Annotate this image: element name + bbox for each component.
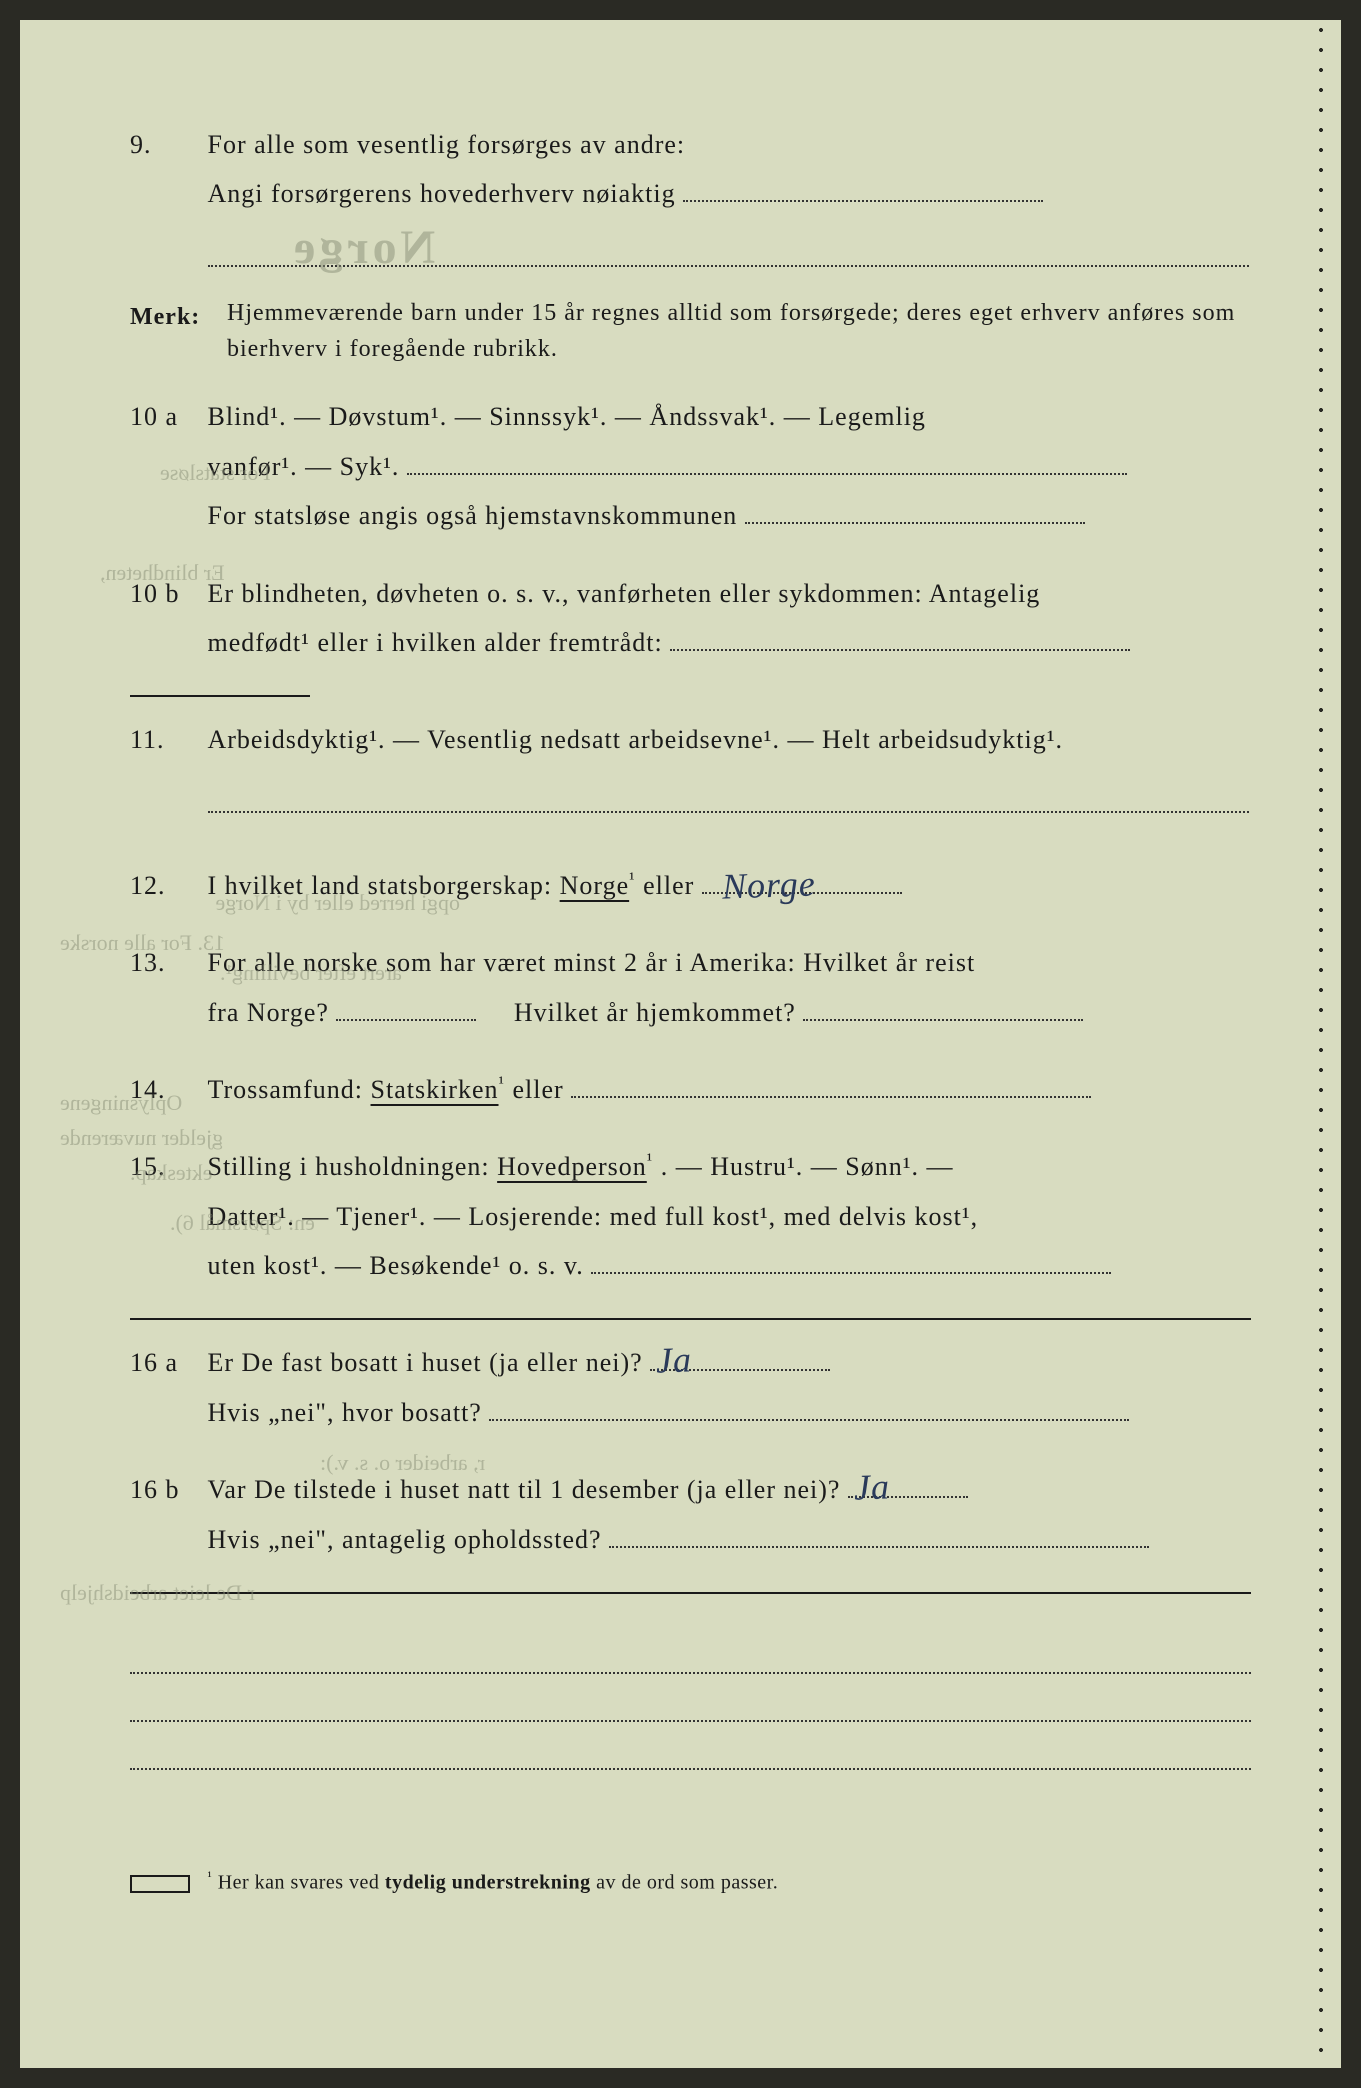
q15-body: Stilling i husholdningen: Hovedperson¹ .… xyxy=(208,1142,1249,1290)
footnote-text: Her kan svares ved tydelig understreknin… xyxy=(218,1872,779,1894)
q15-num: 15. xyxy=(130,1142,200,1191)
q13-text1: For alle norske som har været minst 2 år… xyxy=(208,948,976,977)
merk-text: Hjemmeværende barn under 15 år regnes al… xyxy=(227,295,1248,367)
census-form-page: Norge For statsløse Er blindheten, opgi … xyxy=(20,20,1341,2068)
merk-label: Merk: xyxy=(130,295,220,341)
q16a-num: 16 a xyxy=(130,1338,200,1387)
q11-text: Arbeidsdyktig¹. — Vesentlig nedsatt arbe… xyxy=(208,725,1064,754)
q10a-text3: For statsløse angis også hjemstavnskommu… xyxy=(208,501,738,530)
q13-num: 13. xyxy=(130,938,200,987)
q15-text2: Datter¹. — Tjener¹. — Losjerende: med fu… xyxy=(208,1202,979,1231)
q16a-text2: Hvis „nei", hvor bosatt? xyxy=(208,1398,482,1427)
question-16a: 16 a Er De fast bosatt i huset (ja eller… xyxy=(130,1338,1251,1437)
question-9: 9. For alle som vesentlig forsørges av a… xyxy=(130,120,1251,267)
q16b-text1: Var De tilstede i huset natt til 1 desem… xyxy=(208,1475,841,1504)
q9-line2: Angi forsørgerens hovederhverv nøiaktig xyxy=(208,179,676,208)
fill-line xyxy=(208,773,1249,813)
fill-line xyxy=(571,1067,1091,1098)
q13-body: For alle norske som har været minst 2 år… xyxy=(208,938,1249,1037)
question-11: 11. Arbeidsdyktig¹. — Vesentlig nedsatt … xyxy=(130,715,1251,812)
q15-text3: uten kost¹. — Besøkende¹ o. s. v. xyxy=(208,1251,584,1280)
question-16b: 16 b Var De tilstede i huset natt til 1 … xyxy=(130,1465,1251,1564)
fill-line xyxy=(803,989,1083,1020)
question-15: 15. Stilling i husholdningen: Hovedperso… xyxy=(130,1142,1251,1290)
question-10a: 10 a Blind¹. — Døvstum¹. — Sinnssyk¹. — … xyxy=(130,392,1251,540)
q11-num: 11. xyxy=(130,715,200,764)
question-10b: 10 b Er blindheten, døvheten o. s. v., v… xyxy=(130,569,1251,668)
q16b-num: 16 b xyxy=(130,1465,200,1514)
fill-line xyxy=(591,1243,1111,1274)
q16a-handwritten: Ja xyxy=(655,1326,693,1396)
q10a-body: Blind¹. — Døvstum¹. — Sinnssyk¹. — Åndss… xyxy=(208,392,1249,540)
q14-option: Statskirken xyxy=(371,1075,499,1104)
q10a-num: 10 a xyxy=(130,392,200,441)
footnote-sup: ¹ xyxy=(208,1870,213,1885)
q12-mid: eller xyxy=(643,871,694,900)
fill-line xyxy=(130,1730,1251,1770)
fill-line xyxy=(336,989,476,1020)
q16b-text2: Hvis „nei", antagelig opholdssted? xyxy=(208,1525,602,1554)
fill-line: Ja xyxy=(650,1340,830,1371)
q13-text2b: Hvilket år hjemkommet? xyxy=(514,998,796,1027)
q15-post: . — Hustru¹. — Sønn¹. — xyxy=(661,1152,954,1181)
fill-line xyxy=(208,227,1249,267)
q15-sup: ¹ xyxy=(647,1150,653,1170)
q16b-body: Var De tilstede i huset natt til 1 desem… xyxy=(208,1465,1249,1564)
footnote-marker-icon xyxy=(130,1875,190,1893)
q14-num: 14. xyxy=(130,1065,200,1114)
fill-line: Ja xyxy=(848,1467,968,1498)
q12-handwritten: Norge xyxy=(721,849,817,921)
q14-pre: Trossamfund: xyxy=(208,1075,371,1104)
q10b-text1: Er blindheten, døvheten o. s. v., vanfør… xyxy=(208,579,1041,608)
separator-line xyxy=(130,695,310,697)
q10a-text2: vanfør¹. — Syk¹. xyxy=(208,452,400,481)
fill-line xyxy=(407,444,1127,475)
question-14: 14. Trossamfund: Statskirken¹ eller xyxy=(130,1065,1251,1114)
q9-body: For alle som vesentlig forsørges av andr… xyxy=(208,120,1249,267)
q10b-num: 10 b xyxy=(130,569,200,618)
q15-pre: Stilling i husholdningen: xyxy=(208,1152,498,1181)
fill-line xyxy=(489,1390,1129,1421)
fill-line xyxy=(670,620,1130,651)
fill-line xyxy=(683,171,1043,202)
q11-body: Arbeidsdyktig¹. — Vesentlig nedsatt arbe… xyxy=(208,715,1249,812)
question-12: 12. I hvilket land statsborgerskap: Norg… xyxy=(130,861,1251,910)
q12-pre: I hvilket land statsborgerskap: xyxy=(208,871,560,900)
q15-option: Hovedperson xyxy=(497,1152,647,1181)
q16a-body: Er De fast bosatt i huset (ja eller nei)… xyxy=(208,1338,1249,1437)
q14-body: Trossamfund: Statskirken¹ eller xyxy=(208,1065,1249,1114)
q13-text2a: fra Norge? xyxy=(208,998,329,1027)
q14-sup: ¹ xyxy=(499,1072,505,1092)
fill-line xyxy=(130,1682,1251,1722)
merk-note: Merk: Hjemmeværende barn under 15 år reg… xyxy=(130,295,1251,373)
fill-line xyxy=(130,1634,1251,1674)
separator-line xyxy=(130,1592,1251,1594)
q10b-text2: medfødt¹ eller i hvilken alder fremtrådt… xyxy=(208,628,663,657)
question-13: 13. For alle norske som har været minst … xyxy=(130,938,1251,1037)
q12-num: 12. xyxy=(130,861,200,910)
q10b-body: Er blindheten, døvheten o. s. v., vanfør… xyxy=(208,569,1249,668)
q9-num: 9. xyxy=(130,120,200,169)
q14-post: eller xyxy=(512,1075,563,1104)
fill-line xyxy=(745,493,1085,524)
q12-body: I hvilket land statsborgerskap: Norge¹ e… xyxy=(208,861,1249,910)
q9-line1: For alle som vesentlig forsørges av andr… xyxy=(208,130,686,159)
q12-sup: ¹ xyxy=(629,868,635,888)
footnote: ¹ Her kan svares ved tydelig understrekn… xyxy=(130,1870,1251,1895)
q16a-text1: Er De fast bosatt i huset (ja eller nei)… xyxy=(208,1348,643,1377)
q12-option: Norge xyxy=(560,871,630,900)
separator-line xyxy=(130,1318,1251,1320)
perforated-edge xyxy=(1311,20,1341,2068)
fill-line: Norge xyxy=(702,863,902,894)
q10a-text1: Blind¹. — Døvstum¹. — Sinnssyk¹. — Åndss… xyxy=(208,402,926,431)
q16b-handwritten: Ja xyxy=(853,1452,891,1522)
